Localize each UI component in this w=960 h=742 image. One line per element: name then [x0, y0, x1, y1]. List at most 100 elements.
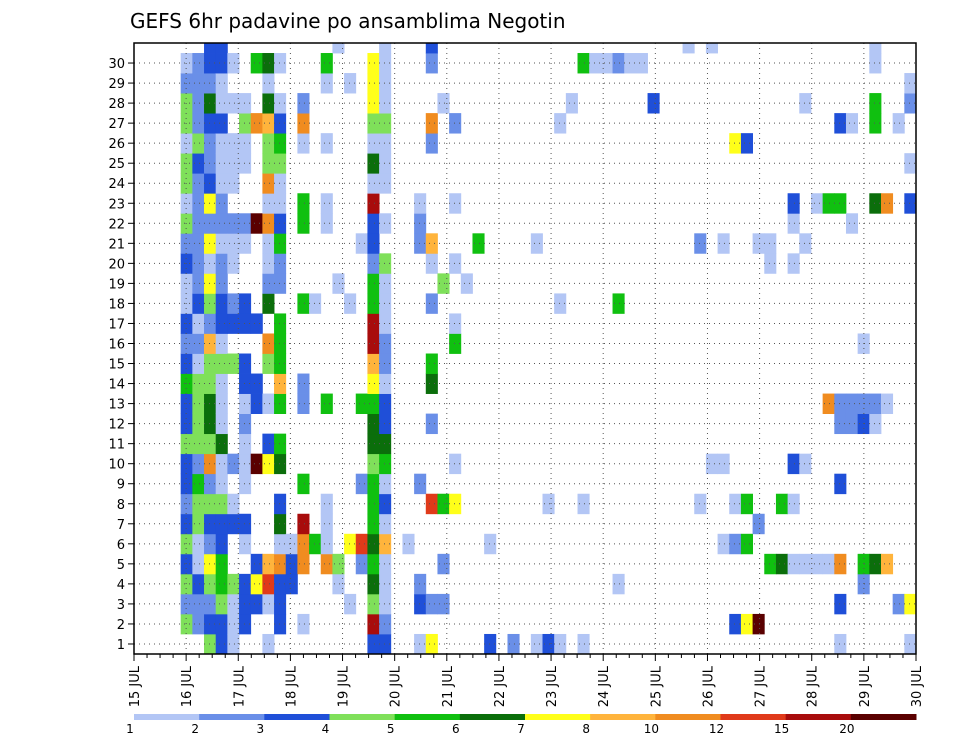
- heatmap-cell: [880, 193, 894, 214]
- color-scale-swatch: [525, 714, 591, 720]
- heatmap-cell: [799, 453, 812, 475]
- heatmap-cell: [344, 293, 357, 314]
- heatmap-cell: [320, 533, 333, 555]
- heatmap-cell: [204, 633, 217, 655]
- grid-lines: [134, 43, 916, 654]
- heatmap-cell: [215, 533, 228, 555]
- heatmap-cell: [694, 233, 707, 254]
- heatmap-cell: [274, 373, 287, 394]
- heatmap-cell: [297, 113, 310, 134]
- heatmap-cell: [320, 73, 333, 94]
- heatmap-cell: [239, 153, 252, 174]
- heatmap-cell: [425, 253, 438, 274]
- heatmap-cell: [425, 233, 438, 254]
- color-scale-label: 15: [774, 722, 789, 736]
- heatmap-cell: [262, 553, 275, 575]
- heatmap-cell: [215, 593, 228, 615]
- heatmap-cell: [180, 133, 193, 154]
- heatmap-cell: [425, 373, 438, 394]
- heatmap-cell: [204, 133, 217, 154]
- heatmap-cell: [180, 193, 193, 214]
- heatmap-cell: [367, 233, 380, 254]
- heatmap-cell: [379, 133, 392, 154]
- heatmap-cell: [449, 253, 462, 274]
- heatmap-cell: [425, 133, 438, 154]
- heatmap-cell: [379, 533, 392, 555]
- heatmap-cell: [180, 213, 193, 234]
- x-axis-ticks: 15 JUL 16 JUL 17 JUL 18 JUL 19 JUL 20 JUL 21 J…: [128, 654, 925, 707]
- heatmap-cell: [425, 113, 438, 134]
- y-tick-label: 3: [117, 598, 125, 613]
- heatmap-cell: [262, 93, 275, 114]
- heatmap-cell: [262, 213, 275, 234]
- heatmap-cell: [355, 533, 368, 555]
- heatmap-cell: [227, 593, 240, 615]
- heatmap-cell: [367, 453, 380, 475]
- x-tick-label: 17 JUL: [232, 665, 247, 707]
- heatmap-cell: [845, 213, 859, 234]
- heatmap-cell: [192, 553, 205, 575]
- heatmap-cell: [227, 313, 240, 334]
- heatmap-cell: [192, 333, 205, 354]
- y-tick-label: 5: [117, 558, 125, 573]
- heatmap-cell: [215, 513, 228, 535]
- heatmap-cell: [274, 533, 287, 555]
- heatmap-cell: [904, 193, 917, 214]
- heatmap-cell: [355, 473, 368, 495]
- heatmap-cell: [834, 193, 847, 214]
- x-tick-label: 27 JUL: [754, 665, 769, 707]
- heatmap-cell: [297, 553, 310, 575]
- heatmap-cell: [262, 153, 275, 174]
- heatmap-cell: [869, 53, 882, 74]
- heatmap-cell: [262, 53, 275, 74]
- heatmap-cell: [367, 533, 380, 555]
- heatmap-cell: [600, 53, 613, 74]
- heatmap-cell: [752, 233, 765, 254]
- heatmap-cell: [484, 633, 497, 655]
- heatmap-cell: [297, 213, 310, 234]
- heatmap-cell: [612, 573, 625, 595]
- heatmap-cell: [577, 53, 590, 74]
- heatmap-cell: [425, 493, 438, 515]
- heatmap-cell: [425, 353, 438, 374]
- heatmap-cell: [215, 373, 228, 394]
- heatmap-cell: [215, 393, 228, 414]
- heatmap-cell: [635, 53, 648, 74]
- heatmap-cell: [367, 553, 380, 575]
- y-tick-label: 11: [108, 438, 125, 453]
- heatmap-cell: [425, 593, 438, 615]
- heatmap-cell: [297, 613, 310, 635]
- heatmap-cell: [262, 453, 275, 475]
- heatmap-cell: [262, 253, 275, 274]
- heatmap-cell: [274, 213, 287, 234]
- heatmap-cell: [379, 473, 392, 495]
- heatmap-cell: [414, 473, 427, 495]
- heatmap-cell: [822, 193, 835, 214]
- heatmap-cell: [892, 113, 905, 134]
- heatmap-cell: [239, 453, 252, 475]
- heatmap-cell: [740, 533, 753, 555]
- heatmap-cell: [297, 513, 310, 535]
- heatmap-cell: [367, 93, 380, 114]
- heatmap-cell: [215, 193, 228, 214]
- heatmap-cell: [274, 573, 287, 595]
- y-tick-label: 23: [108, 197, 125, 212]
- heatmap-cell: [180, 353, 193, 374]
- heatmap-cell: [694, 493, 707, 515]
- heatmap-cell: [227, 173, 240, 194]
- heatmap-cell: [239, 413, 252, 435]
- heatmap-cell: [367, 153, 380, 174]
- x-tick-label: 22 JUL: [493, 665, 508, 707]
- heatmap-cell: [367, 433, 380, 455]
- heatmap-cell: [204, 473, 217, 495]
- heatmap-cell: [367, 633, 380, 655]
- y-tick-label: 24: [108, 177, 125, 192]
- heatmap-cell: [904, 633, 917, 655]
- y-tick-label: 7: [117, 518, 125, 533]
- heatmap-cell: [215, 113, 228, 134]
- heatmap-cell: [274, 333, 287, 354]
- heatmap-cell: [274, 433, 287, 455]
- heatmap-cell: [729, 493, 742, 515]
- heatmap-cell: [379, 493, 392, 515]
- heatmap-cell: [215, 333, 228, 354]
